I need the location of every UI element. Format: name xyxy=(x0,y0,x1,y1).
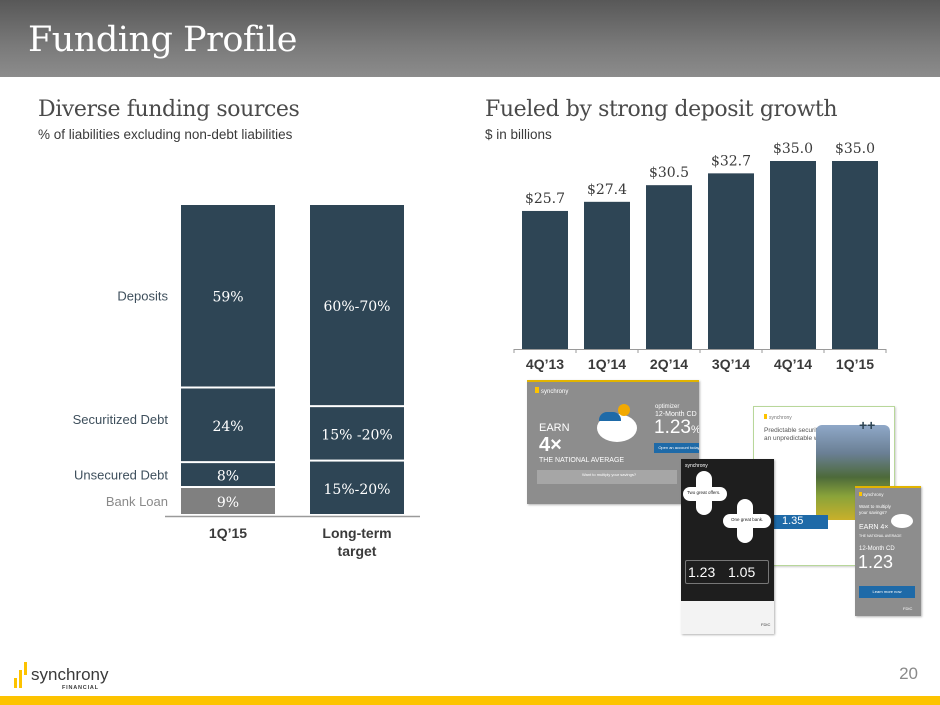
x-tick-label: 3Q’14 xyxy=(712,356,750,372)
x-tick-label: 1Q’14 xyxy=(588,356,626,372)
piggy-bank-icon xyxy=(891,514,913,528)
deposit-bar xyxy=(646,185,692,349)
page-number: 20 xyxy=(899,664,918,683)
left-section-subtitle: % of liabilities excluding non-debt liab… xyxy=(38,127,293,142)
title-bar: Funding Profile xyxy=(0,0,940,77)
stack-segment-unsecured-debt xyxy=(181,463,275,487)
legend-label-bank-loan: Bank Loan xyxy=(106,494,168,509)
bar-value-label: $35.0 xyxy=(835,141,875,157)
category-label: Long-term xyxy=(322,525,391,541)
legend-label-deposits: Deposits xyxy=(117,289,168,304)
synchrony-financial-logo: synchrony FINANCIAL xyxy=(14,662,109,691)
x-tick-label: 4Q’14 xyxy=(774,356,812,372)
deposit-bar xyxy=(708,173,754,349)
deposit-bar xyxy=(832,161,878,349)
stack-segment-bank-loan xyxy=(181,488,275,514)
bar-value-label: $27.4 xyxy=(587,182,627,198)
category-label: target xyxy=(338,543,377,559)
logo-bar-2 xyxy=(19,670,22,688)
stack-segment-securitized-debt xyxy=(181,388,275,462)
deposit-bar xyxy=(522,210,568,349)
category-label: 1Q’15 xyxy=(209,525,247,541)
segment-label: 59% xyxy=(212,290,243,306)
synchrony-logo-icon xyxy=(859,492,862,496)
logo-text: synchrony xyxy=(31,665,109,684)
cap-icon xyxy=(599,412,621,421)
logo-bar-1 xyxy=(14,678,17,688)
logo-bar-3 xyxy=(24,662,27,675)
segment-label: 24% xyxy=(212,419,243,435)
stack-segment-unsecured-debt-bank-loan xyxy=(310,461,404,514)
deposit-bar xyxy=(770,161,816,349)
segment-label: 60%-70% xyxy=(324,299,391,315)
legend-label-unsecured-debt: Unsecured Debt xyxy=(74,468,168,483)
x-tick-label: 1Q’15 xyxy=(836,356,874,372)
stack-segment-deposits xyxy=(310,205,404,406)
synchrony-logo-icon xyxy=(764,414,767,419)
synchrony-logo-icon xyxy=(535,387,539,393)
bar-value-label: $30.5 xyxy=(649,165,689,181)
bar-value-label: $25.7 xyxy=(525,191,565,207)
bar-value-label: $35.0 xyxy=(773,141,813,157)
segment-label: 15% -20% xyxy=(321,427,392,443)
coin-icon xyxy=(618,404,630,416)
learn-more-button: Learn more now xyxy=(859,586,915,598)
ad-earn-4x: synchrony EARN 4× THE NATIONAL AVERAGE o… xyxy=(527,380,699,504)
legend-label-securitized-debt: Securitized Debt xyxy=(73,412,169,427)
right-section-title: Fueled by strong deposit growth xyxy=(485,97,838,122)
logo-subtext: FINANCIAL xyxy=(62,685,99,691)
footer-accent-bar xyxy=(0,696,940,705)
segment-label: 8% xyxy=(217,469,239,485)
open-account-button: Open an account today xyxy=(654,443,699,453)
stack-segment-deposits xyxy=(181,205,275,387)
stack-segment-securitized-debt xyxy=(310,407,404,460)
funding-sources-chart: 9% 8% 24% 59% 15%-20% 15% -20% 60%-70% 1Q’15 Lon… xyxy=(73,205,420,559)
right-section-subtitle: $ in billions xyxy=(485,127,552,142)
ad-brand: synchrony xyxy=(541,389,569,395)
segment-label: 15%-20% xyxy=(324,482,391,498)
bar-value-label: $32.7 xyxy=(711,153,751,169)
left-section-title: Diverse funding sources xyxy=(38,97,300,122)
ad-two-great-offers: synchrony Two great offers. One great ba… xyxy=(681,459,774,634)
segment-label: 9% xyxy=(217,495,239,511)
page-title: Funding Profile xyxy=(28,20,297,60)
deposit-growth-chart: $25.7 4Q’13 $27.4 1Q’14 $30.5 2Q’14 $32.7 3Q’14… xyxy=(513,141,887,372)
x-tick-label: 2Q’14 xyxy=(650,356,688,372)
plus-icon: ++ xyxy=(859,417,876,433)
x-tick-label: 4Q’13 xyxy=(526,356,564,372)
deposit-bar xyxy=(584,201,630,349)
ad-multiply-savings: synchrony Want to multiply your savings?… xyxy=(855,486,921,616)
